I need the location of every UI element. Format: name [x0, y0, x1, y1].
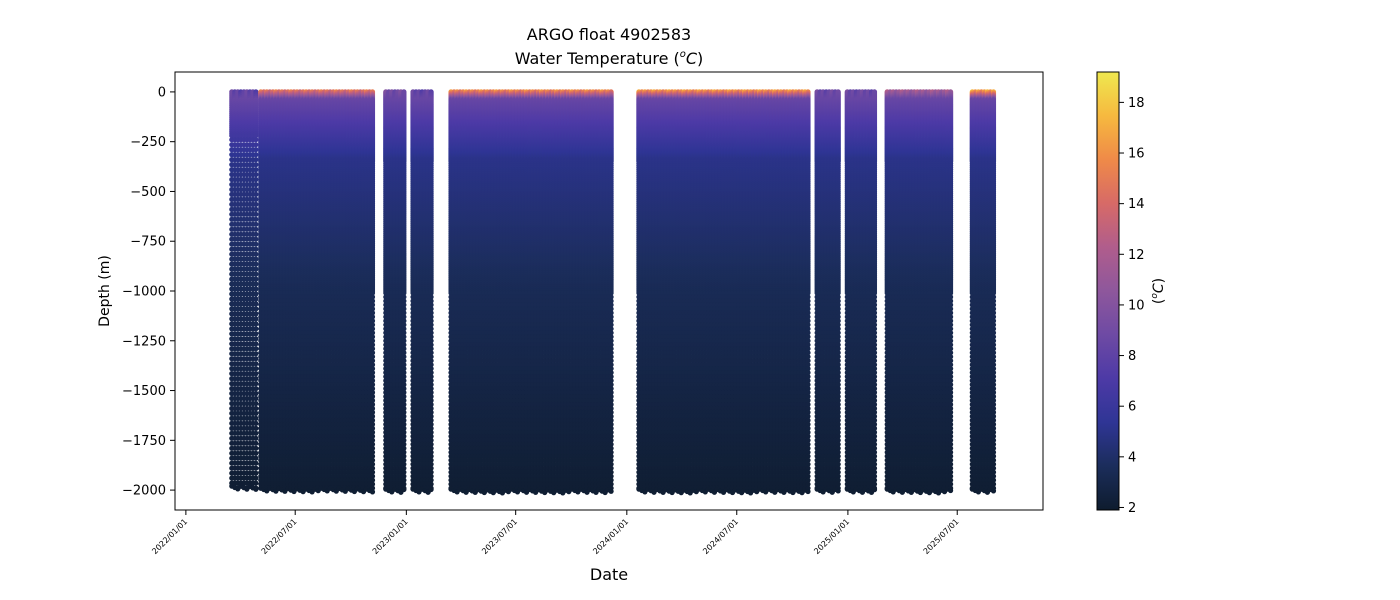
profile-point — [253, 411, 258, 416]
profile-point — [253, 296, 258, 301]
profile-point — [253, 416, 258, 421]
profile-point — [253, 177, 258, 182]
chart-figure: ARGO float 4902583 Water Temperature (oC… — [0, 0, 1400, 600]
profile-point — [253, 321, 258, 326]
profile-point — [253, 257, 258, 262]
profile-point — [253, 336, 258, 341]
profile-point — [253, 441, 258, 446]
profile-point — [253, 476, 258, 481]
profile-point — [253, 461, 258, 466]
profile-point — [253, 311, 258, 316]
profile-point — [253, 262, 258, 267]
profile-point — [253, 436, 258, 441]
profile-point — [253, 376, 258, 381]
profile-point — [253, 326, 258, 331]
profile-point — [253, 217, 258, 222]
chart-subtitle: Water Temperature (oC) — [515, 49, 704, 68]
profile-point — [253, 172, 258, 177]
profile-point — [253, 197, 258, 202]
chart-title: ARGO float 4902583 — [527, 25, 691, 44]
profile-point — [253, 207, 258, 212]
profile-point — [253, 426, 258, 431]
profile-point — [253, 341, 258, 346]
profile-point — [253, 371, 258, 376]
profile-point — [253, 157, 258, 162]
profile-point — [253, 277, 258, 282]
profile-point — [253, 192, 258, 197]
profile-point — [253, 391, 258, 396]
profile-point — [253, 272, 258, 277]
profile-point — [253, 252, 258, 257]
profile-point — [253, 306, 258, 311]
profile-point — [253, 351, 258, 356]
profile-point — [253, 187, 258, 192]
profile-point — [253, 406, 258, 411]
profile-point — [253, 286, 258, 291]
profile-point — [253, 316, 258, 321]
profile-point — [253, 237, 258, 242]
profile-point — [253, 162, 258, 167]
profile-point — [253, 247, 258, 252]
profile-point — [253, 291, 258, 296]
profile-point — [253, 386, 258, 391]
profile-point — [253, 451, 258, 456]
profile-point — [253, 242, 258, 247]
profile-point — [253, 182, 258, 187]
profile-point — [253, 471, 258, 476]
profile-point — [253, 227, 258, 232]
profile-point — [253, 331, 258, 336]
profile-point — [253, 167, 258, 172]
profile-point — [253, 147, 258, 152]
profile-point — [253, 396, 258, 401]
profile-point — [253, 281, 258, 286]
profile-point — [253, 142, 258, 147]
profile-point — [253, 481, 258, 486]
profile-point — [253, 202, 258, 207]
profile-point — [253, 137, 258, 142]
profile-point — [253, 361, 258, 366]
profile-point — [253, 487, 258, 492]
profile-point — [253, 466, 258, 471]
profile-point — [253, 366, 258, 371]
profile-point — [253, 356, 258, 361]
profile-point — [253, 222, 258, 227]
profile-point — [253, 401, 258, 406]
profile-point — [253, 212, 258, 217]
profile-point — [253, 346, 258, 351]
profile-point — [253, 446, 258, 451]
profile-point — [253, 152, 258, 157]
profile-point — [253, 421, 258, 426]
profile-point — [253, 301, 258, 306]
profile-point — [253, 232, 258, 237]
profile-point — [253, 456, 258, 461]
profile-point — [253, 381, 258, 386]
profile-point — [253, 267, 258, 272]
profile-point — [253, 431, 258, 436]
